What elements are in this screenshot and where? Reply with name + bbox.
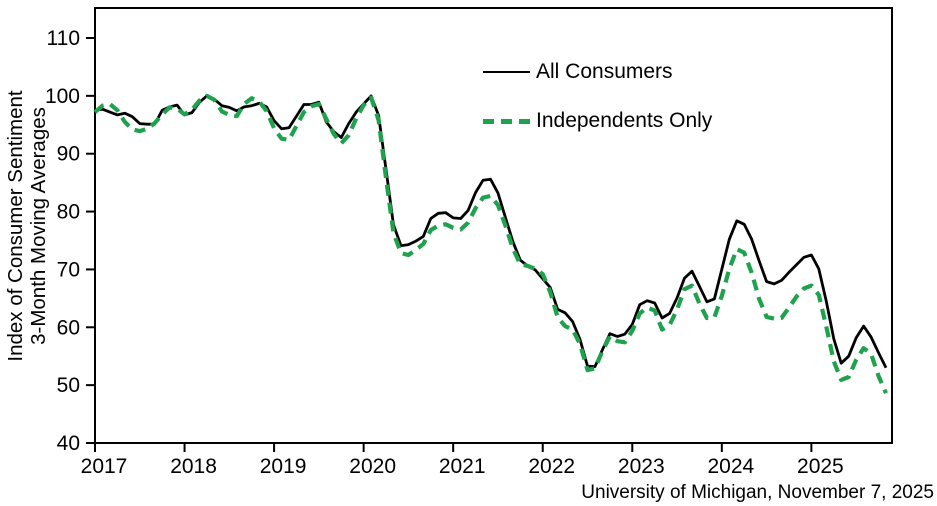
x-tick-label: 2020: [349, 455, 396, 478]
legend-item-independents: Independents Only: [483, 109, 712, 133]
legend-label-independents: Independents Only: [536, 109, 713, 132]
x-tick-label: 2022: [528, 455, 575, 478]
y-tick-label: 70: [57, 258, 80, 281]
x-tick-label: 2025: [797, 455, 844, 478]
series-line-independents-only: [93, 93, 888, 395]
y-tick-label: 40: [57, 432, 80, 455]
legend-item-all-consumers: All Consumers: [483, 60, 712, 84]
legend-line-dashed-green-icon: [483, 118, 530, 124]
y-tick-label: 50: [57, 374, 80, 397]
y-tick-label: 110: [47, 27, 80, 50]
plot-border: [94, 7, 893, 444]
x-tick-label: 2018: [170, 455, 217, 478]
y-tick-label: 100: [45, 85, 80, 108]
y-axis-title-line1: Index of Consumer Sentiment: [4, 90, 27, 362]
legend-line-solid-black-icon: [483, 71, 530, 73]
legend: All Consumers Independents Only: [483, 60, 712, 133]
y-axis-title-line2: 3-Month Moving Averages: [27, 107, 51, 345]
source-note: University of Michigan, November 7, 2025: [581, 482, 934, 503]
y-tick-label: 60: [57, 316, 80, 339]
y-tick-label: 80: [57, 201, 80, 224]
x-tick-label: 2024: [707, 455, 754, 478]
x-tick-label: 2019: [260, 455, 307, 478]
series-line-all-consumers: [94, 94, 888, 369]
x-tick-label: 2023: [618, 455, 665, 478]
y-axis-title: Index of Consumer Sentiment 3-Month Movi…: [4, 6, 56, 446]
y-tick-label: 90: [57, 143, 80, 166]
x-tick-label: 2021: [439, 455, 486, 478]
x-tick-label: 2017: [81, 455, 128, 478]
legend-label-all-consumers: All Consumers: [536, 60, 673, 83]
